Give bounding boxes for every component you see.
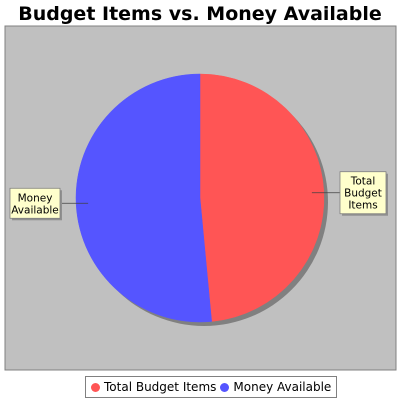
- legend-item-total-budget-items: Total Budget Items: [91, 380, 216, 394]
- pie-slices: [75, 73, 325, 323]
- legend-label-total-budget-items: Total Budget Items: [104, 380, 217, 394]
- slice-label-money-available: Money Available: [11, 192, 59, 216]
- label-box-money-available: [9, 187, 61, 219]
- slice-label-total-budget-items: Total Budget Items: [344, 176, 382, 212]
- slice-labels: Total Budget Items Money Available: [9, 171, 388, 221]
- chart-title: Budget Items vs. Money Available: [18, 3, 382, 25]
- pie-slice-total-budget-items: [199, 73, 325, 322]
- pie-slice-money-available: [75, 73, 212, 323]
- legend-swatch-total-budget-items: [91, 382, 100, 392]
- label-box-total-budget-items: [339, 171, 387, 215]
- legend-item-money-available: Money Available: [220, 380, 331, 394]
- legend-label-money-available: Money Available: [233, 380, 332, 394]
- legend: Total Budget Items Money Available: [85, 376, 338, 398]
- legend-swatch-money-available: [220, 382, 230, 392]
